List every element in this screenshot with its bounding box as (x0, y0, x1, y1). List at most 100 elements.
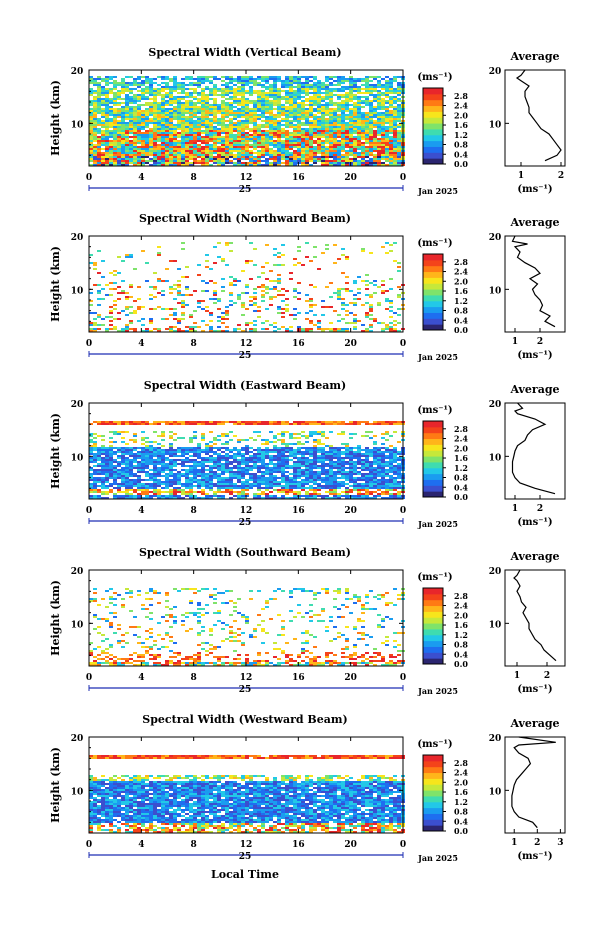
heatmap-cell (317, 88, 321, 90)
heatmap-cell (249, 459, 253, 461)
heatmap-cell (365, 314, 369, 316)
heatmap-cell (197, 457, 201, 459)
heatmap-cell (245, 148, 249, 150)
heatmap-cell (213, 150, 217, 152)
heatmap-cell (193, 330, 197, 332)
heatmap-cell (385, 164, 389, 166)
heatmap-cell (121, 86, 125, 88)
heatmap-cell (125, 112, 129, 114)
heatmap-cell (205, 423, 209, 425)
heatmap-cell (89, 150, 93, 152)
heatmap-cell (117, 122, 121, 124)
heatmap-cell (133, 421, 137, 423)
heatmap-cell (269, 158, 273, 160)
heatmap-cell (333, 80, 337, 82)
heatmap-cell (269, 296, 273, 298)
heatmap-cell (361, 150, 365, 152)
heatmap-cell (369, 94, 373, 96)
heatmap-cell (137, 461, 141, 463)
heatmap-cell (233, 477, 237, 479)
heatmap-cell (277, 98, 281, 100)
heatmap-cell (217, 120, 221, 122)
heatmap-cell (157, 132, 161, 134)
heatmap-cell (117, 84, 121, 86)
heatmap-cell (229, 479, 233, 481)
heatmap-cell (289, 104, 293, 106)
heatmap-cell (393, 106, 397, 108)
heatmap-cell (213, 439, 217, 441)
heatmap-cell (133, 150, 137, 152)
heatmap-cell (153, 146, 157, 148)
heatmap-cell (213, 122, 217, 124)
heatmap-cell (385, 84, 389, 86)
avg-y-tick-label: 10 (489, 286, 502, 296)
heatmap-cell (249, 140, 253, 142)
heatmap-cell (221, 421, 225, 423)
heatmap-cell (141, 134, 145, 136)
heatmap-cell (173, 148, 177, 150)
heatmap-cell (133, 138, 137, 140)
heatmap-cell (237, 148, 241, 150)
heatmap-cell (353, 152, 357, 154)
heatmap-cell (241, 491, 245, 493)
heatmap-cell (205, 100, 209, 102)
heatmap-cell (261, 108, 265, 110)
heatmap-cell (193, 469, 197, 471)
heatmap-cell (177, 132, 181, 134)
heatmap-cell (221, 463, 225, 465)
heatmap-cell (157, 90, 161, 92)
heatmap-cell (273, 286, 277, 288)
heatmap-cell (353, 102, 357, 104)
heatmap-cell (373, 140, 377, 142)
heatmap-cell (325, 126, 329, 128)
heatmap-cell (349, 112, 353, 114)
avg-x-tick-label: 2 (537, 337, 543, 347)
heatmap-cell (129, 447, 133, 449)
heatmap-cell (273, 86, 277, 88)
heatmap-cell (285, 100, 289, 102)
heatmap-cell (397, 100, 401, 102)
heatmap-cell (97, 455, 101, 457)
heatmap-cell (353, 98, 357, 100)
heatmap-cell (181, 421, 185, 423)
heatmap-cell (197, 116, 201, 118)
heatmap-cell (149, 451, 153, 453)
heatmap-cell (365, 122, 369, 124)
heatmap-cell (305, 128, 309, 130)
heatmap-cell (345, 134, 349, 136)
heatmap-cell (105, 447, 109, 449)
heatmap-cell (285, 90, 289, 92)
heatmap-cell (105, 487, 109, 489)
heatmap-cell (361, 124, 365, 126)
heatmap-cell (289, 120, 293, 122)
heatmap-cell (89, 451, 93, 453)
heatmap-cell (93, 92, 97, 94)
heatmap-cell (321, 82, 325, 84)
heatmap-cell (105, 453, 109, 455)
heatmap-cell (133, 108, 137, 110)
heatmap-cell (101, 445, 105, 447)
heatmap-cell (97, 449, 101, 451)
heatmap-cell (125, 324, 129, 326)
heatmap-cell (145, 138, 149, 140)
heatmap-cell (89, 439, 93, 441)
heatmap-cell (337, 314, 341, 316)
heatmap-cell (321, 156, 325, 158)
heatmap-cell (117, 144, 121, 146)
heatmap-cell (185, 326, 189, 328)
heatmap-cell (149, 134, 153, 136)
heatmap-cell (317, 112, 321, 114)
heatmap-cell (341, 120, 345, 122)
heatmap-cell (389, 330, 393, 332)
heatmap-cell (341, 302, 345, 304)
heatmap-cell (125, 491, 129, 493)
heatmap-cell (269, 114, 273, 116)
heatmap-cell (249, 116, 253, 118)
heatmap-cell (305, 104, 309, 106)
heatmap-cell (241, 314, 245, 316)
heatmap-cell (145, 160, 149, 162)
heatmap-cell (265, 94, 269, 96)
heatmap-cell (185, 78, 189, 80)
heatmap-cell (153, 423, 157, 425)
heatmap-cell (317, 142, 321, 144)
